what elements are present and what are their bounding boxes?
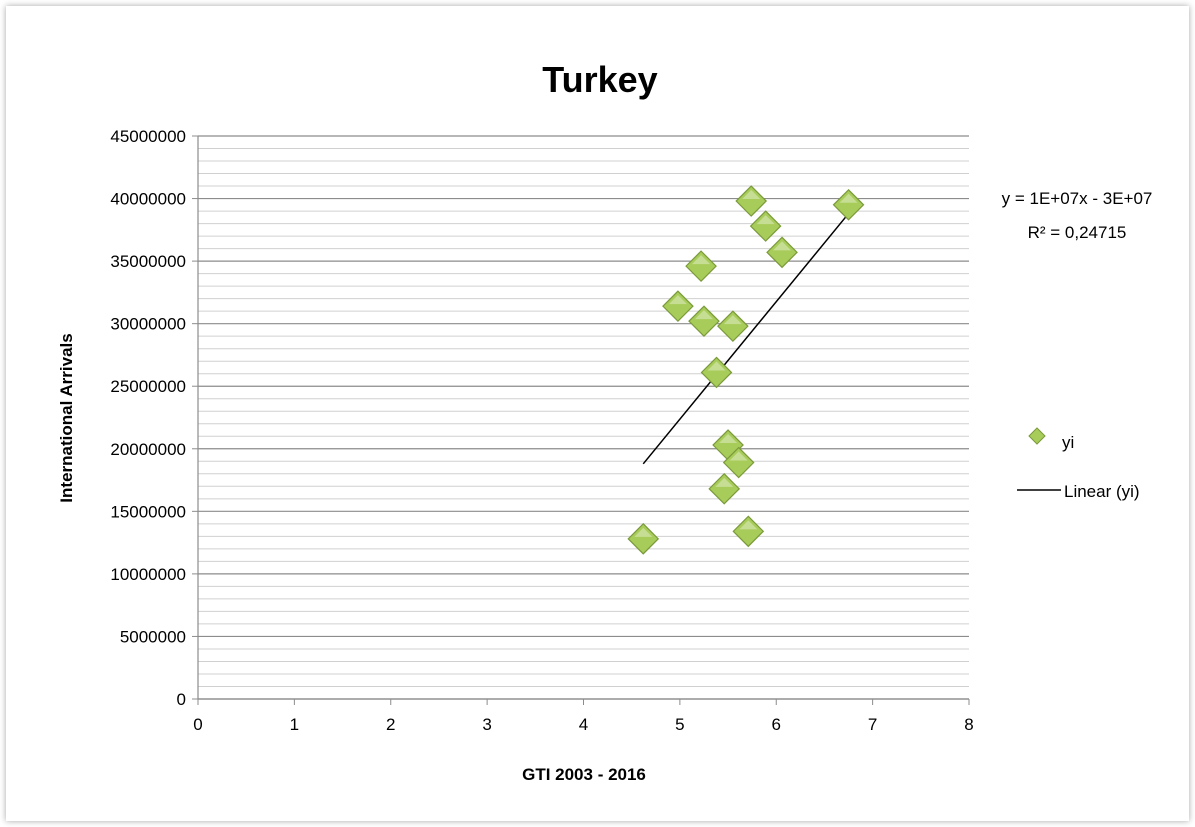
x-tick-label: 4 <box>579 715 588 734</box>
x-tick-label: 5 <box>675 715 684 734</box>
x-tick-label: 7 <box>868 715 877 734</box>
data-point <box>766 236 798 269</box>
data-point <box>627 523 660 555</box>
x-tick-label: 6 <box>772 715 781 734</box>
data-point-highlight <box>742 190 761 200</box>
x-tick-label: 3 <box>482 715 491 734</box>
data-point-highlight <box>694 310 713 320</box>
data-point <box>832 188 865 221</box>
y-tick-label: 40000000 <box>110 190 186 209</box>
x-axis-title: GTI 2003 - 2016 <box>522 765 646 784</box>
trendline-equation: y = 1E+07x - 3E+07 <box>1002 189 1153 208</box>
y-tick-label: 25000000 <box>110 377 186 396</box>
y-axis-title: International Arrivals <box>57 333 76 502</box>
x-tick-label: 8 <box>964 715 973 734</box>
data-point-highlight <box>723 315 742 325</box>
chart-title: Turkey <box>542 59 657 100</box>
data-points <box>627 185 865 555</box>
y-tick-label: 20000000 <box>110 440 186 459</box>
data-point <box>688 305 720 338</box>
legend: yi Linear (yi) <box>1017 427 1140 501</box>
legend-marker-yi <box>1028 427 1046 445</box>
chart-frame <box>6 6 1189 821</box>
trendline-r-squared: R² = 0,24715 <box>1028 223 1127 242</box>
data-point <box>717 310 749 343</box>
data-point-highlight <box>756 215 775 225</box>
data-point <box>708 472 741 505</box>
data-point-highlight <box>692 255 711 265</box>
grid-lines <box>198 135 969 700</box>
data-point-highlight <box>773 241 792 251</box>
data-point <box>749 210 782 242</box>
y-tick-label: 30000000 <box>110 315 186 334</box>
legend-label-trend: Linear (yi) <box>1064 482 1140 501</box>
data-point <box>732 515 765 548</box>
y-tick-label: 35000000 <box>110 252 186 271</box>
y-tick-label: 15000000 <box>110 502 186 521</box>
y-tick-labels: 0 5000000 10000000 15000000 20000000 25000000… <box>110 127 198 709</box>
data-point-highlight <box>719 434 738 444</box>
y-tick-label: 10000000 <box>110 565 186 584</box>
x-tick-label: 1 <box>290 715 299 734</box>
x-tick-label: 2 <box>386 715 395 734</box>
data-point <box>735 185 768 217</box>
x-tick-labels: 0 1 2 3 4 5 6 7 8 <box>193 699 974 734</box>
data-point <box>685 250 717 282</box>
y-tick-label: 5000000 <box>120 627 186 646</box>
y-tick-label: 0 <box>177 690 186 709</box>
trendline <box>642 213 850 465</box>
data-point-highlight <box>739 520 758 530</box>
data-point-highlight <box>715 477 734 487</box>
axes <box>197 136 969 700</box>
x-tick-label: 0 <box>193 715 202 734</box>
trendline-line <box>642 213 850 465</box>
data-point <box>722 446 755 479</box>
data-point <box>662 290 694 322</box>
data-point-highlight <box>839 193 858 203</box>
legend-label-yi: yi <box>1062 433 1074 452</box>
data-point <box>700 356 733 389</box>
data-point-highlight <box>668 295 687 305</box>
y-tick-label: 45000000 <box>110 127 186 146</box>
data-point-highlight <box>707 361 726 371</box>
data-point-highlight <box>634 527 653 537</box>
data-point-highlight <box>729 451 748 461</box>
